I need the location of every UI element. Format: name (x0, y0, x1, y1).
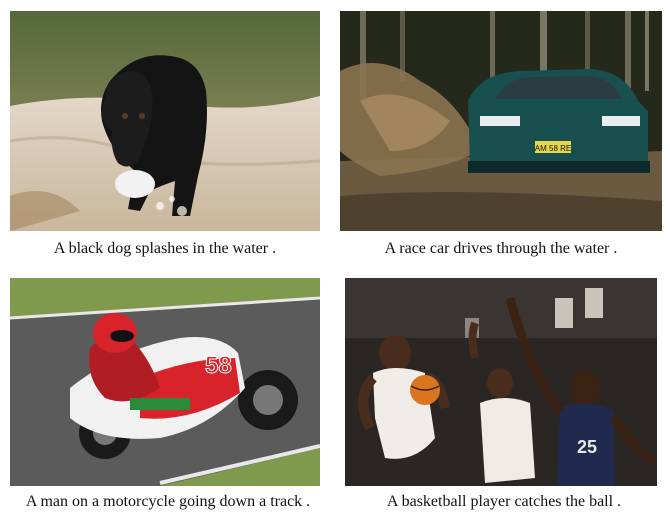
dog-caption: A black dog splashes in the water . (53, 240, 277, 257)
race-car-caption: A race car drives through the water . (384, 240, 618, 257)
basketball-caption: A basketball player catches the ball . (386, 493, 622, 510)
race-car-photo: AM 58 RE (340, 11, 662, 231)
svg-text:58: 58 (205, 352, 232, 379)
motorcycle-caption: A man on a motorcycle going down a track… (25, 493, 311, 510)
basketball-photo: 25 (345, 278, 657, 486)
motorcycle-photo: 58 (10, 278, 320, 486)
svg-text:25: 25 (577, 437, 597, 457)
dog-photo (10, 11, 320, 231)
svg-text:AM 58 RE: AM 58 RE (535, 144, 571, 153)
